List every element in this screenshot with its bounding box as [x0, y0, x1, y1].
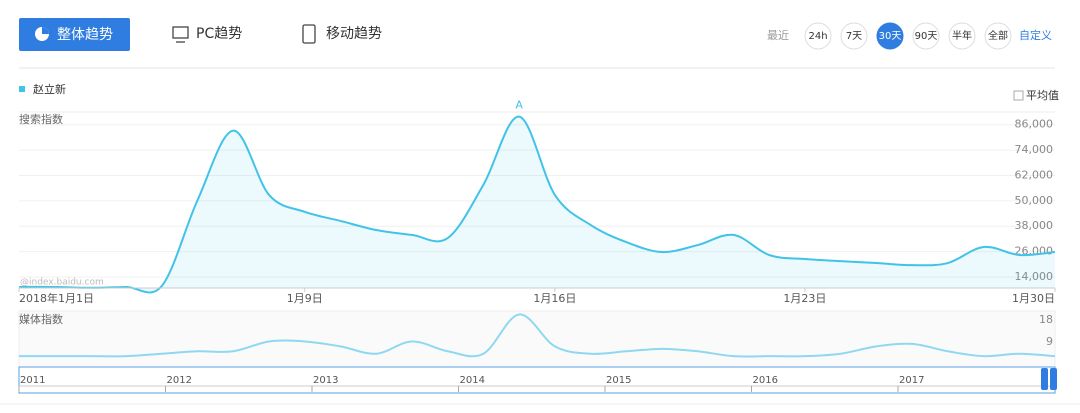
range-option[interactable]: 全部 [988, 29, 1008, 42]
watermark: @index.baidu.com [20, 278, 104, 288]
range-option[interactable]: 7天 [846, 31, 862, 42]
series-line [18, 115, 1056, 294]
range-custom[interactable]: 自定义 [1019, 28, 1052, 42]
timeline[interactable] [18, 366, 1056, 394]
y-tick-label: 62,000 [1015, 168, 1054, 181]
tab-active[interactable] [19, 18, 130, 51]
range-option-bg[interactable] [876, 22, 904, 50]
range-options: 24h 7天 30天 90天 半年 全部 [804, 22, 1012, 50]
y-tick-label: 9 [1046, 335, 1053, 348]
series-area [19, 116, 1055, 293]
timeline-label: 2013 [313, 375, 338, 386]
y-tick-label: 50,000 [1015, 194, 1054, 207]
x-tick-label: 1月9日 [287, 292, 323, 305]
phone-icon [302, 24, 316, 44]
range-option[interactable]: 90天 [915, 31, 938, 42]
monitor-icon [172, 26, 189, 39]
timeline-label: 2012 [167, 375, 192, 386]
tab-label[interactable]: 移动趋势 [326, 26, 382, 42]
annotation: A [515, 99, 523, 112]
timeline-handle[interactable] [1050, 368, 1057, 390]
chart-title: 媒体指数 [19, 312, 63, 326]
y-tick-label: 18 [1039, 313, 1053, 326]
timeline-label: 2017 [899, 375, 924, 386]
range-option-bg[interactable] [840, 22, 868, 50]
series-line [19, 313, 1056, 358]
timeline-label: 2011 [20, 375, 45, 386]
range-option[interactable]: 24h [808, 31, 827, 42]
average-checkbox[interactable] [1013, 90, 1024, 101]
x-tick-label: 1月16日 [533, 292, 576, 305]
timeline-handle[interactable] [1041, 368, 1048, 390]
timeline-labels: 2011 2012 2013 2014 2015 2016 2017 [18, 375, 924, 392]
pie-icon-slice [42, 27, 49, 34]
range-option-bg[interactable] [804, 22, 832, 50]
y-tick-label: 74,000 [1015, 143, 1054, 156]
legend-swatch[interactable] [19, 86, 25, 92]
tab-label[interactable]: 整体趋势 [57, 27, 113, 43]
range-option-bg[interactable] [984, 22, 1012, 50]
y-tick-label: 14,000 [1015, 270, 1054, 283]
average-label[interactable]: 平均值 [1026, 89, 1059, 102]
timeline-label: 2014 [460, 375, 485, 386]
range-option-bg[interactable] [948, 22, 976, 50]
range-option[interactable]: 半年 [952, 29, 972, 42]
timeline-label: 2016 [753, 375, 778, 386]
x-tick-label: 1月23日 [783, 292, 826, 305]
x-tick-label: 2018年1月1日 [19, 291, 94, 305]
range-label: 最近 [767, 29, 789, 42]
y-tick-label: 86,000 [1015, 118, 1054, 131]
tab-label[interactable]: PC趋势 [196, 26, 242, 42]
range-option-bg[interactable] [912, 22, 940, 50]
y-tick-label: 38,000 [1015, 219, 1054, 232]
chart-title: 搜索指数 [19, 112, 63, 126]
timeline-label: 2015 [606, 375, 631, 386]
x-tick-label: 1月30日 [1012, 292, 1055, 305]
legend-label[interactable]: 赵立新 [33, 82, 66, 96]
range-option[interactable]: 30天 [879, 31, 902, 42]
